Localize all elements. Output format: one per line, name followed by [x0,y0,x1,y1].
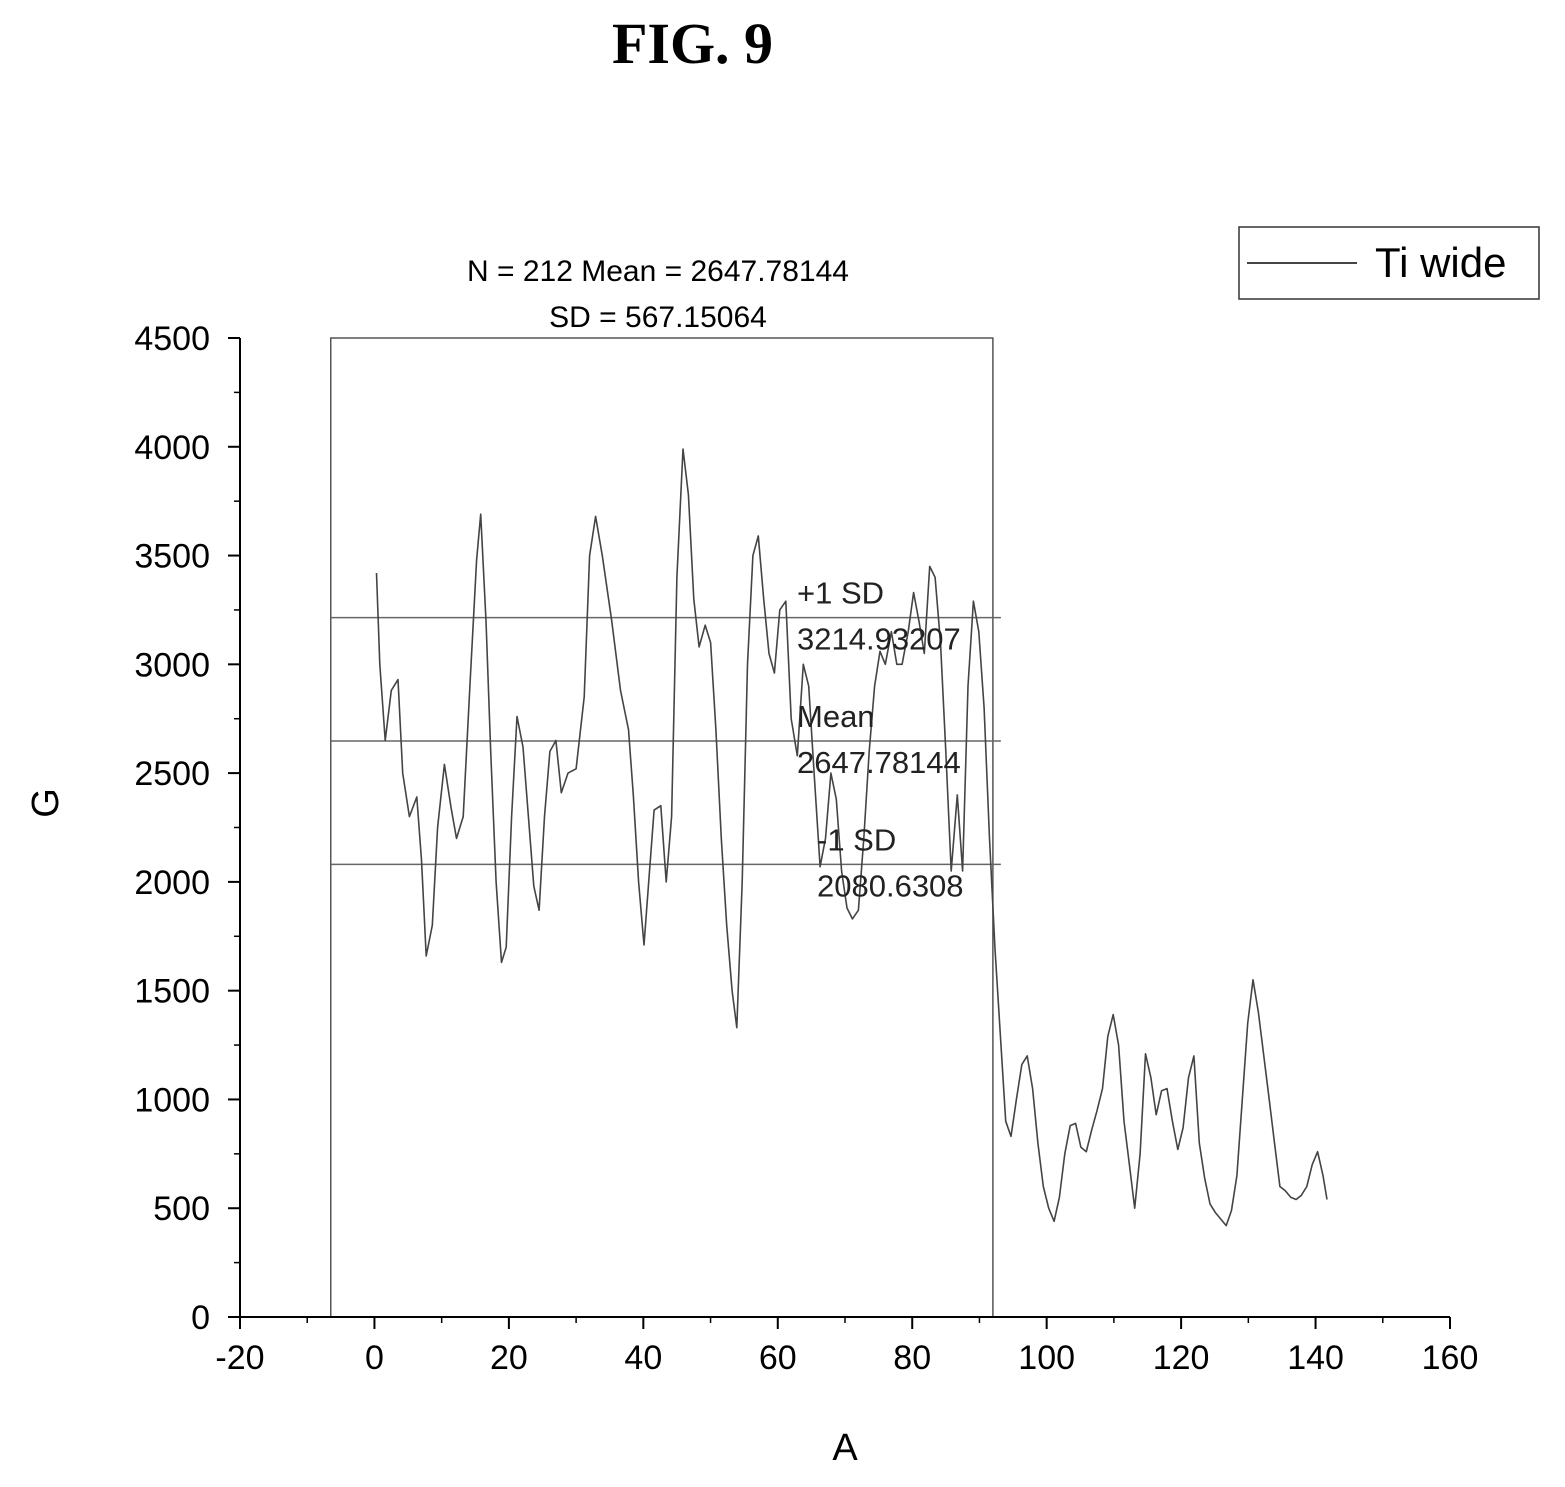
legend-label: Ti wide [1375,239,1506,286]
y-tick-label: 1000 [134,1081,210,1119]
x-tick-label: 80 [893,1339,931,1377]
reference-value: 2647.78144 [797,745,961,780]
reference-label: Mean [797,699,875,734]
x-tick-label: 140 [1287,1339,1344,1377]
x-axis-title: A [832,1427,858,1469]
y-tick-label: 0 [191,1299,210,1337]
series-layer [375,448,1328,1227]
reference-value: 3214.93207 [797,622,961,657]
x-tick-label: 60 [759,1339,797,1377]
y-tick-label: 4000 [134,429,210,467]
y-tick-label: 1500 [134,973,210,1011]
reference-lines [330,616,1001,866]
y-tick-label: 500 [153,1190,210,1228]
y-tick-label: 4500 [134,320,210,358]
reference-label: +1 SD [797,576,884,611]
reference-labels: +1 SD 3214.93207 Mean 2647.78144 -1 SD 2080.6… [797,576,964,904]
stats-line-1: N = 212 Mean = 2647.78144 [467,255,849,288]
y-tick-label: 2000 [134,864,210,902]
y-tick-label: 2500 [134,755,210,793]
stats-line-2: SD = 567.15064 [549,301,767,334]
x-tick-label: 100 [1018,1339,1075,1377]
legend: Ti wide [1238,226,1540,300]
reference-label: -1 SD [817,822,896,857]
x-tick-label: 40 [624,1339,662,1377]
y-tick-label: 3500 [134,538,210,576]
x-tick-label: 160 [1422,1339,1479,1377]
reference-value: 2080.6308 [817,868,964,903]
x-tick-label: 0 [365,1339,384,1377]
y-tick-label: 3000 [134,646,210,684]
x-tick-label: -20 [215,1339,264,1377]
figure-title: FIG. 9 [611,11,774,76]
series-line [375,448,1328,1227]
x-tick-label: 20 [490,1339,528,1377]
y-axis-title: G [25,788,67,818]
legend-box [1238,226,1540,300]
x-tick-label: 120 [1153,1339,1210,1377]
